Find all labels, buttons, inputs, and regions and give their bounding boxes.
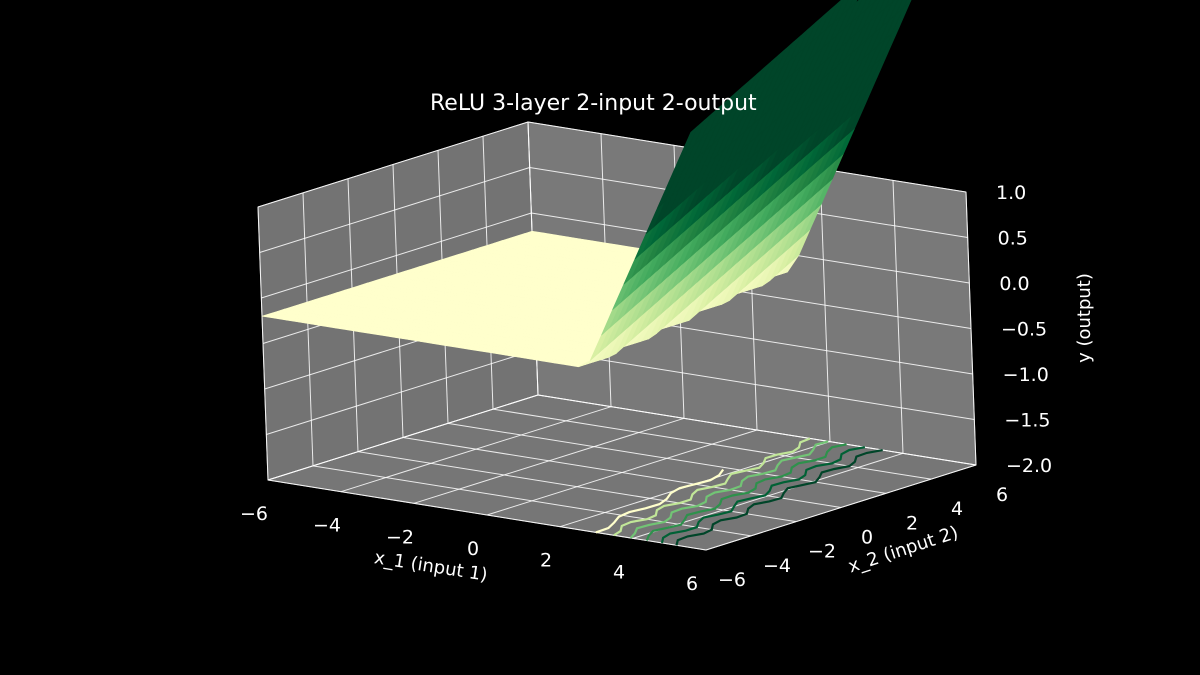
back-grid-z [536, 349, 975, 420]
floor-grid-x [705, 464, 977, 551]
z-tick-label: −0.5 [1001, 319, 1047, 341]
y-tick-label: −6 [718, 569, 746, 591]
left-grid-z [266, 349, 537, 435]
contour-line [675, 449, 883, 546]
left-grid-z [267, 394, 539, 481]
contour-line [595, 468, 725, 534]
contour-line [613, 437, 811, 537]
x-tick-label: −4 [313, 515, 341, 537]
x-tick-label: 4 [613, 561, 625, 583]
z-tick-label: 1.0 [996, 182, 1026, 204]
y-tick-label: 4 [951, 498, 963, 520]
chart-title: ReLU 3-layer 2-input 2-output [430, 91, 757, 116]
x-tick-label: 2 [540, 550, 552, 572]
z-axis-label: y (output) [1074, 273, 1095, 363]
y-tick-label: 0 [861, 527, 873, 549]
surface-patch [840, 0, 853, 16]
z-tick-label: −1.5 [1004, 410, 1050, 432]
surface-patch [877, 0, 889, 15]
x-tick-labels: −6 −4 −2 0 2 4 6 [240, 503, 698, 595]
y-tick-label: −4 [763, 555, 791, 577]
y-tick-labels: −6 −4 −2 0 2 4 6 [718, 484, 1008, 591]
surface-patch [679, 125, 699, 158]
surface-patch [866, 0, 876, 9]
z-tick-label: 0.0 [999, 273, 1029, 295]
left-grid-z [257, 121, 529, 208]
z-tick-labels: −2.0 −1.5 −1.0 −0.5 0.0 0.5 1.0 [996, 182, 1052, 477]
x-tick-label: 6 [686, 573, 698, 595]
z-tick-label: −1.0 [1003, 364, 1049, 386]
surface-patch [903, 0, 912, 9]
contour-projection [595, 437, 883, 546]
back-grid-z [537, 394, 977, 466]
x-tick-label: −2 [386, 526, 414, 548]
surface [261, 0, 912, 368]
surface-patch [848, 0, 858, 10]
contour-line [645, 443, 847, 541]
y-tick-label: 2 [906, 512, 918, 534]
x-tick-label: 0 [467, 538, 479, 560]
surface-patch [892, 0, 895, 3]
surface-patch [873, 0, 878, 3]
surface-patch [884, 0, 894, 9]
x-tick-label: −6 [240, 503, 268, 525]
z-tick-label: −2.0 [1006, 455, 1052, 477]
y-tick-label: 6 [996, 484, 1008, 506]
contour-line [629, 440, 829, 539]
surface-patch [859, 0, 871, 16]
y-tick-label: −2 [808, 541, 836, 563]
left-grid-z [259, 167, 530, 253]
contour-line [660, 446, 866, 544]
floor-grid-y [492, 408, 932, 480]
z-tick-label: 0.5 [998, 228, 1028, 250]
surface-patch [895, 0, 908, 15]
left-grid-z [261, 212, 532, 299]
